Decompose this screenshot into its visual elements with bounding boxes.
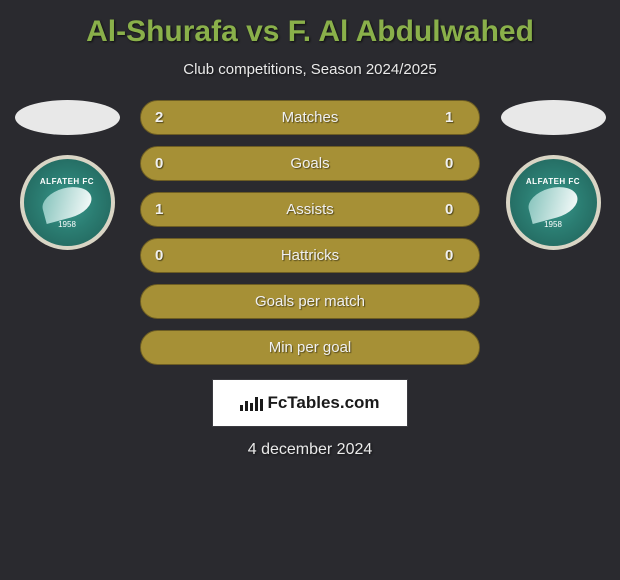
branding-text: FcTables.com [267,393,379,413]
stat-left-value: 0 [155,155,175,172]
stat-row-assists: 1 Assists 0 [140,192,480,227]
date-text: 4 december 2024 [0,441,620,459]
stat-row-goals-per-match: Goals per match [140,284,480,319]
stat-left-value: 1 [155,201,175,218]
stat-row-matches: 2 Matches 1 [140,100,480,135]
main-area: ALFATEH FC 1958 2 Matches 1 0 Goals 0 1 … [0,100,620,365]
stat-left-value: 0 [155,247,175,264]
stat-row-min-per-goal: Min per goal [140,330,480,365]
player-left-club-badge: ALFATEH FC 1958 [20,155,115,250]
stats-column: 2 Matches 1 0 Goals 0 1 Assists 0 0 Hatt… [140,100,480,365]
stat-right-value: 0 [445,247,465,264]
stat-label: Hattricks [175,247,445,264]
player-left-column: ALFATEH FC 1958 [12,100,122,250]
stat-label: Goals [175,155,445,172]
stat-left-value: 2 [155,109,175,126]
club-left-name: ALFATEH FC [40,177,94,186]
club-left-swoosh-icon [39,182,95,224]
stat-label: Goals per match [155,293,465,310]
stat-label: Assists [175,201,445,218]
player-right-column: ALFATEH FC 1958 [498,100,608,250]
stat-row-goals: 0 Goals 0 [140,146,480,181]
player-right-club-badge: ALFATEH FC 1958 [506,155,601,250]
branding-logo-content: FcTables.com [240,393,379,413]
comparison-card: Al-Shurafa vs F. Al Abdulwahed Club comp… [0,0,620,474]
player-right-avatar [501,100,606,135]
page-title: Al-Shurafa vs F. Al Abdulwahed [0,15,620,49]
stat-right-value: 0 [445,201,465,218]
club-left-year: 1958 [58,220,76,229]
club-right-year: 1958 [544,220,562,229]
club-right-swoosh-icon [525,182,581,224]
player-left-avatar [15,100,120,135]
stat-label: Min per goal [155,339,465,356]
club-right-name: ALFATEH FC [526,177,580,186]
chart-bars-icon [240,395,263,411]
stat-label: Matches [175,109,445,126]
stat-right-value: 0 [445,155,465,172]
stat-right-value: 1 [445,109,465,126]
stat-row-hattricks: 0 Hattricks 0 [140,238,480,273]
subtitle: Club competitions, Season 2024/2025 [0,61,620,78]
branding-logo[interactable]: FcTables.com [212,379,408,427]
